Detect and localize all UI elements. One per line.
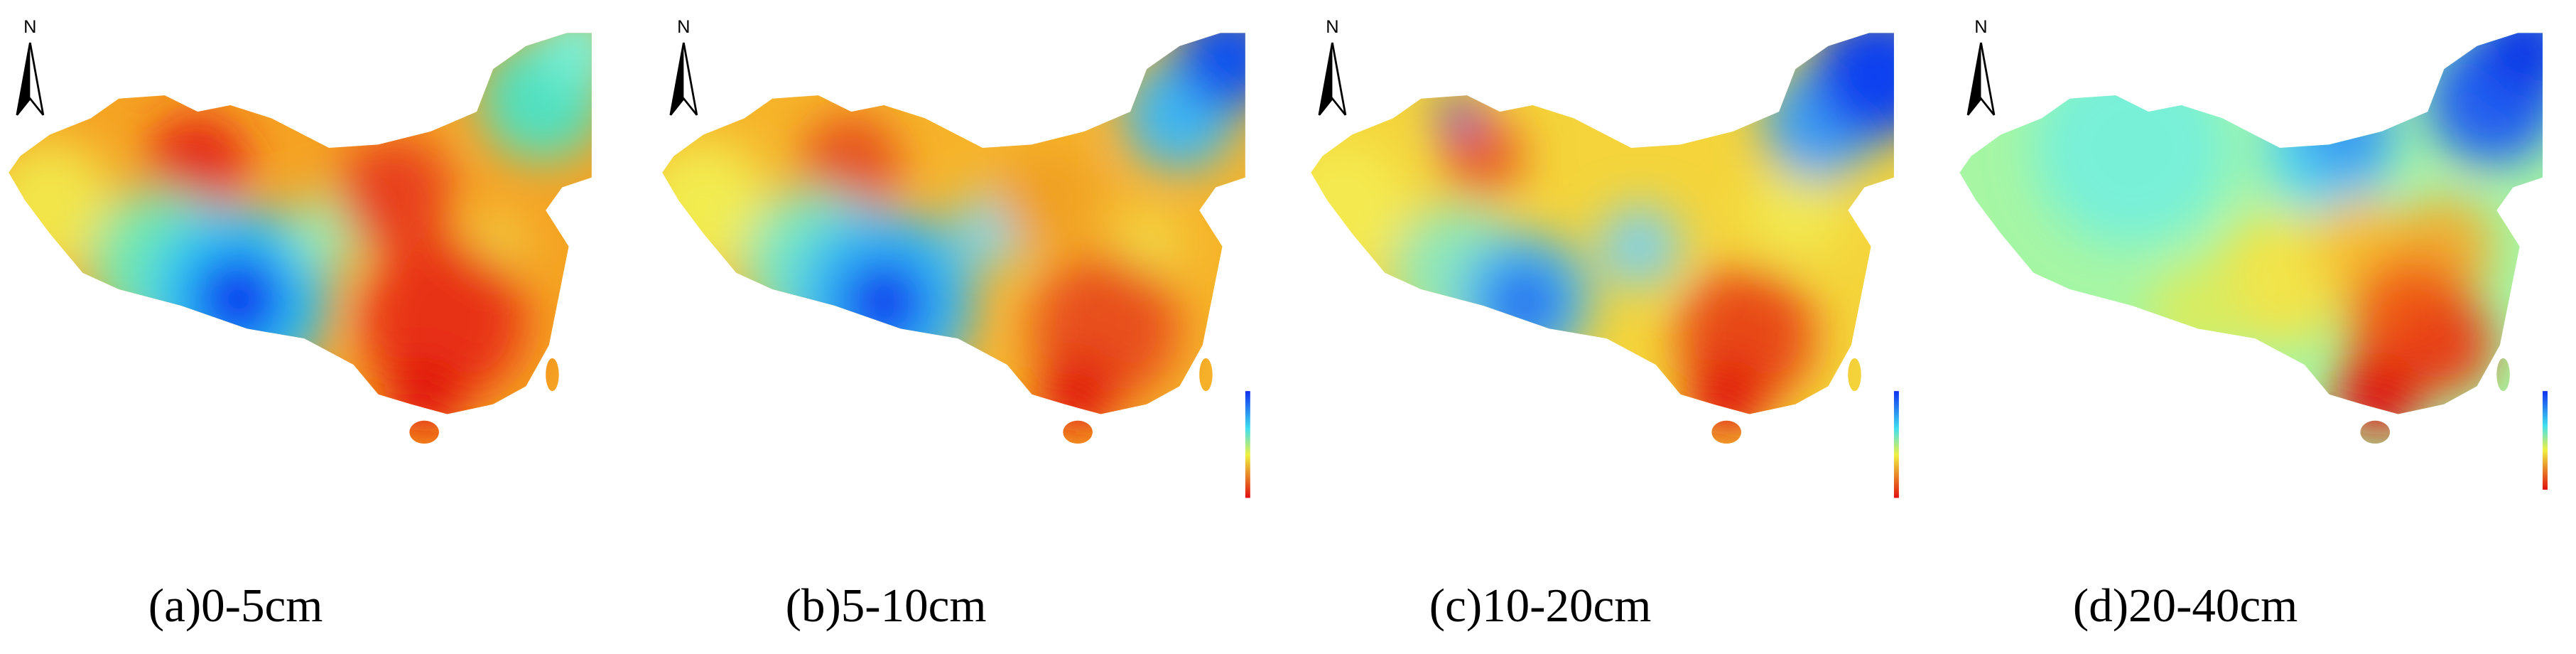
map-region	[1495, 272, 1554, 332]
map-region	[148, 114, 247, 214]
map-region	[1439, 95, 1479, 135]
map-region	[1598, 205, 1681, 288]
map-region	[384, 355, 464, 434]
map-panel: N	[1311, 17, 1899, 498]
caption: (d)20-40cm	[2073, 579, 2298, 632]
map	[1959, 33, 2543, 444]
color-bar	[1893, 391, 1899, 498]
map-region	[2477, 33, 2543, 99]
color-bar	[1245, 391, 1250, 498]
map-region	[1176, 33, 1245, 110]
north-arrow-fill	[1967, 43, 1981, 115]
north-label: N	[1974, 17, 1987, 37]
north-arrow-fill	[16, 43, 31, 115]
caption: (a)0-5cm	[148, 579, 323, 632]
map	[9, 33, 592, 444]
map-region	[193, 252, 285, 345]
map-region	[2394, 296, 2494, 395]
map-region	[1812, 33, 1894, 140]
map	[1311, 33, 1894, 444]
map-surface	[9, 33, 592, 434]
map-region	[2296, 82, 2395, 181]
map-region	[1687, 358, 1766, 437]
map-surface	[1311, 33, 1894, 437]
map-region	[2335, 351, 2421, 437]
map-region	[537, 33, 592, 87]
map-panel: N	[1959, 17, 2548, 490]
map-region	[1311, 139, 1410, 272]
map-region	[1746, 164, 1845, 263]
map-region	[337, 136, 453, 252]
map-region	[1038, 355, 1117, 434]
map-region	[841, 259, 927, 345]
caption: (b)5-10cm	[786, 579, 987, 632]
map-panel: N	[662, 17, 1250, 498]
map-region	[2148, 262, 2247, 362]
north-label: N	[23, 17, 36, 37]
north-label: N	[677, 17, 690, 37]
map-panel: N	[9, 17, 592, 444]
north-label: N	[1326, 17, 1338, 37]
caption: (c)10-20cm	[1429, 579, 1652, 632]
map	[662, 33, 1245, 444]
north-arrow-fill	[670, 43, 684, 115]
map-region	[801, 114, 901, 214]
color-bar	[2543, 391, 2548, 490]
map-region	[995, 144, 1101, 250]
map-region	[2033, 49, 2231, 247]
north-arrow-fill	[1319, 43, 1333, 115]
map-region	[1442, 114, 1525, 198]
